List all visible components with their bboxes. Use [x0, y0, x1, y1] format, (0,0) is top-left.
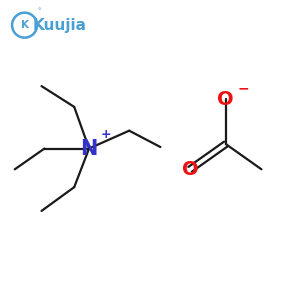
Text: K: K: [21, 20, 28, 30]
Text: N: N: [80, 139, 98, 158]
Text: +: +: [101, 128, 112, 141]
Text: Kuujia: Kuujia: [32, 18, 86, 33]
Text: O: O: [218, 90, 234, 109]
Text: °: °: [38, 8, 41, 14]
Text: −: −: [237, 81, 249, 95]
Text: O: O: [182, 160, 198, 179]
